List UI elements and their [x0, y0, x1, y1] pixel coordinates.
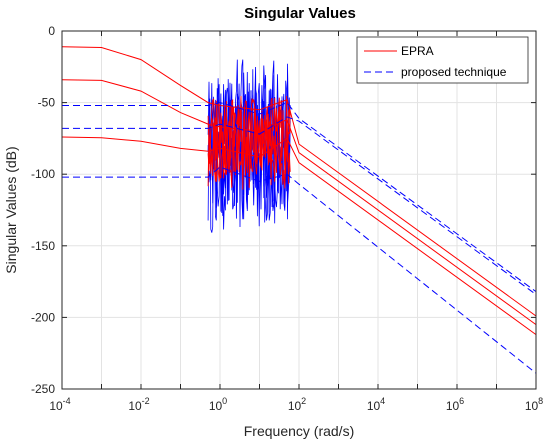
series-line-epra — [61, 46, 537, 317]
x-tick-label: 10-4 — [49, 396, 70, 413]
legend-label-epra: EPRA — [401, 44, 434, 58]
x-tick-label: 102 — [288, 396, 306, 413]
legend-box — [356, 36, 529, 84]
legend-label-proposed-technique: proposed technique — [401, 65, 507, 79]
series-line-epra — [61, 136, 537, 336]
x-tick-label: 10-2 — [128, 396, 149, 413]
y-tick-label: -250 — [31, 382, 55, 396]
y-tick-label: 0 — [48, 24, 55, 38]
x-axis-label: Frequency (rad/s) — [244, 423, 354, 439]
resonance-trace-epra — [207, 95, 291, 174]
resonance-trace-proposed-technique — [207, 91, 291, 233]
series-lines — [61, 46, 537, 374]
series-line-proposed-technique — [62, 101, 537, 293]
plot-frame — [61, 30, 537, 390]
tick-labels: 10-4 10-2 100 102 104 106 108 0 -50 -100 -150 -200 -… — [31, 24, 543, 413]
resonance-trace-epra — [207, 112, 291, 190]
chart-title: Singular Values — [244, 5, 356, 22]
y-tick-label: -200 — [31, 310, 55, 324]
y-tick-label: -50 — [38, 96, 56, 110]
y-tick-label: -100 — [31, 167, 55, 181]
x-tick-label: 108 — [525, 396, 543, 413]
x-tick-label: 106 — [446, 396, 464, 413]
series-line-proposed-technique — [62, 166, 537, 374]
x-tick-label: 100 — [209, 396, 227, 413]
y-axis-label: Singular Values (dB) — [3, 146, 19, 273]
x-tick-label: 104 — [367, 396, 385, 413]
legend: EPRA proposed technique — [356, 36, 529, 84]
y-tick-label: -150 — [31, 239, 55, 253]
series-line-proposed-technique — [62, 116, 537, 295]
series-line-epra — [61, 79, 537, 326]
